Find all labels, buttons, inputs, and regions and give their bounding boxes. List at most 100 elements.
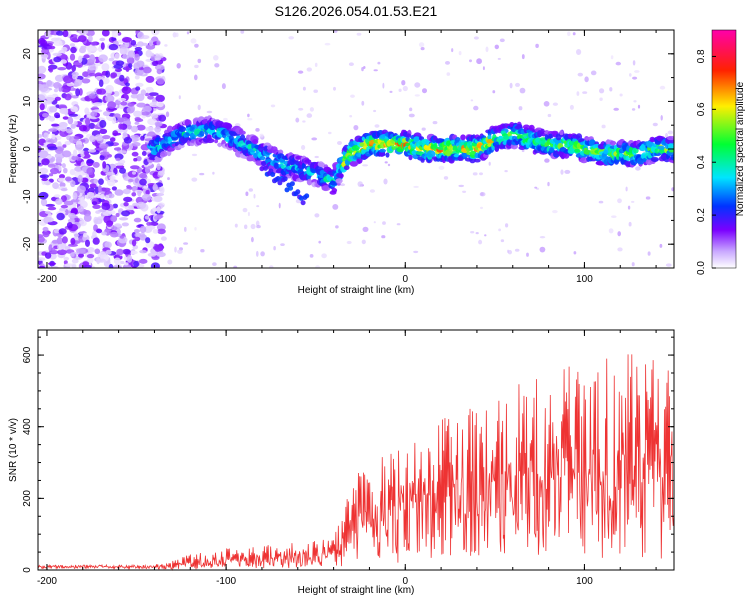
ridge-blob [338,173,344,179]
noise-blob [130,137,139,142]
noise-blob [628,221,632,227]
noise-blob [302,86,306,91]
noise-blob [212,171,215,175]
noise-blob [44,180,51,186]
ridge-blob [255,160,263,166]
ridge-blob [240,134,246,140]
noise-blob [38,167,49,175]
noise-blob [214,63,220,68]
noise-blob [38,73,46,80]
noise-blob [74,79,83,87]
noise-blob [59,125,68,132]
snr-axes: -200 -100 0 100 0 200 400 600 [22,330,674,587]
noise-blob [141,111,150,116]
noise-blob [115,157,121,162]
noise-blob [120,101,128,106]
noise-blob [57,249,67,256]
noise-blob [519,87,526,94]
noise-blob [56,212,65,221]
noise-blob [469,59,472,63]
noise-blob [332,204,339,210]
noise-blob [505,223,509,228]
noise-blob [617,198,622,204]
noise-blob [298,107,304,111]
noise-blob [90,41,97,46]
noise-blob [521,54,525,60]
noise-blob [633,100,637,103]
noise-blob [497,57,501,60]
noise-blob [152,60,159,66]
noise-blob [139,225,147,233]
noise-blob [494,44,499,50]
noise-blob [485,46,489,53]
noise-blob [479,172,483,176]
noise-blob [61,150,72,158]
noise-blob [115,212,120,218]
noise-blob [478,239,483,245]
noise-blob [131,151,139,157]
noise-blob [65,62,73,70]
noise-blob [567,31,571,37]
noise-blob [634,70,640,73]
noise-blob [126,56,135,65]
noise-blob [69,43,76,47]
noise-blob [154,121,163,127]
noise-blob [110,215,118,223]
noise-blob [38,191,49,200]
noise-blob [76,248,86,254]
noise-blob [59,174,65,179]
noise-blob [75,88,80,97]
noise-blob [62,116,69,120]
noise-blob [62,144,67,148]
noise-blob [130,93,139,99]
noise-blob [58,87,63,92]
noise-blob [498,228,501,232]
noise-blob [156,40,161,46]
noise-blob [175,32,179,38]
noise-blob [221,83,226,90]
noise-blob [40,198,48,207]
noise-blob [151,30,160,36]
branch-blob [282,176,288,182]
noise-blob [420,47,425,51]
noise-blob [107,193,115,199]
noise-blob [121,210,131,217]
noise-blob [421,127,426,131]
noise-blob [118,150,128,154]
noise-blob [199,172,205,176]
noise-blob [167,259,173,265]
noise-blob [101,63,110,72]
noise-blob [133,217,142,223]
ridge-blob [306,178,313,186]
noise-blob [598,200,604,204]
noise-blob [321,253,327,259]
noise-blob [310,108,313,112]
noise-blob [514,248,520,252]
noise-blob [59,207,67,212]
noise-blob [127,205,134,209]
snr-ytick-label: 400 [22,418,33,435]
noise-blob [156,78,165,85]
noise-blob [480,206,483,210]
ridge-blob [460,134,466,141]
ridge-blob [318,174,324,179]
noise-blob [119,235,125,239]
noise-blob [560,169,564,175]
heatmap-ytick-label: -10 [22,189,33,204]
noise-blob [363,66,366,69]
noise-blob [50,247,56,252]
noise-blob [438,165,445,170]
noise-blob [155,94,165,103]
noise-blob [38,150,49,159]
noise-blob [159,186,165,194]
noise-blob [145,189,150,195]
noise-blob [145,237,151,244]
noise-blob [92,230,97,238]
noise-blob [122,248,131,255]
noise-blob [154,215,162,221]
noise-blob [547,113,552,118]
noise-blob [629,73,632,77]
noise-blob [401,80,406,86]
noise-blob [446,72,451,76]
